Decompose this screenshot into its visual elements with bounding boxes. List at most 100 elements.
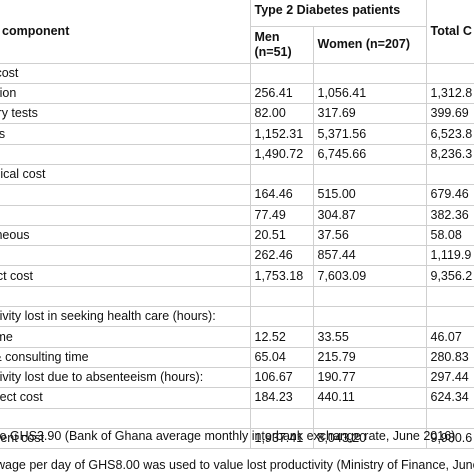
cell-women: 857.44 [312,245,426,267]
table-row: ductivity lost due to absenteeism (hours… [0,367,474,389]
cell-total [425,286,474,308]
cell-women: 317.69 [312,103,426,125]
cell-total: 46.07 [425,326,474,348]
row-label [0,286,250,308]
table-body: cal costultation256.411,056.411,312.8rat… [0,63,474,450]
cell-total: 679.46 [425,184,474,206]
cell-total [425,306,474,328]
cell-men: 1,152.31 [249,123,313,145]
footnote-1: to GHS3.90 (Bank of Ghana average monthl… [0,429,456,443]
cell-women: 7,603.09 [312,265,426,287]
table-row: ultation256.411,056.411,312.8 [0,83,474,105]
cell-men [249,306,313,328]
cell-men: 65.04 [249,347,313,368]
cell-total: 9,356.2 [425,265,474,287]
header-men-n: (n=51) [254,44,292,59]
cell-women: 8,043.20 [312,428,426,450]
cell-men: 1,937.41 [249,428,313,450]
cell-men [249,286,313,308]
header-component: component [0,0,250,64]
cell-women: 37.56 [312,225,426,247]
table-row [0,408,474,429]
table-row: ductivity lost in seeking health care (h… [0,306,474,328]
cell-total: 297.44 [425,367,474,389]
cell-total: 399.69 [425,103,474,125]
cell-women [312,286,426,308]
cell-women: 190.77 [312,367,426,389]
row-label: direct cost [0,265,250,287]
cell-total: 382.36 [425,205,474,226]
cell-women: 5,371.56 [312,123,426,145]
header-row-sex: Men (n=51) Women (n=207) [0,26,474,64]
table-row: 77.49 304.87 382.36 [0,205,474,226]
row-label [0,408,250,429]
cell-total: 280.83 [425,347,474,368]
footnote-2: wage per day of GHS8.00 was used to valu… [0,458,474,472]
cell-women: 304.87 [312,205,426,226]
cell-men: 262.46 [249,245,313,267]
table-row: cal cost [0,63,474,84]
row-label: gement cost [0,428,250,450]
row-label: ellaneous [0,225,250,247]
row-label: otal: [0,245,250,267]
table-row: otal:1,490.726,745.668,236.3 [0,144,474,165]
cost-table: component Type 2 Diabetes patients Total… [0,0,474,450]
cell-men [249,164,313,186]
cell-women: 1,056.41 [312,83,426,105]
table-row: cines1,152.315,371.566,523.8 [0,123,474,145]
cell-men: 256.41 [249,83,313,105]
row-label: ratory tests [0,103,250,125]
cell-women [312,63,426,84]
cell-men: 1,490.72 [249,144,313,165]
row-label: el [0,184,250,206]
table-row: medical cost [0,164,474,186]
row-label: otal: [0,144,250,165]
cell-total: 6,523.8 [425,123,474,145]
cell-men: 1,753.18 [249,265,313,287]
cell-women: 6,745.66 [312,144,426,165]
row-label [0,205,250,226]
cell-total: 1,119.9 [425,245,474,267]
cell-men: 77.49 [249,205,313,226]
row-label: ultation [0,83,250,105]
cell-men: 20.51 [249,225,313,247]
cell-women: 215.79 [312,347,426,368]
cell-women: 440.11 [312,387,426,409]
row-label: ductivity lost due to absenteeism (hours… [0,367,250,389]
cell-women: 33.55 [312,326,426,348]
cell-total [425,164,474,186]
cell-women [312,306,426,328]
cell-men: 106.67 [249,367,313,389]
header-men: Men (n=51) [249,26,313,64]
row-label: cines [0,123,250,145]
cell-men: 82.00 [249,103,313,125]
cell-men [249,408,313,429]
cell-women [312,408,426,429]
cell-women [312,164,426,186]
cell-men [249,63,313,84]
header-total: Total C [425,0,474,64]
header-row-group: component Type 2 Diabetes patients Total… [0,0,474,64]
cell-men: 164.46 [249,184,313,206]
header-patient-group: Type 2 Diabetes patients [249,0,426,27]
row-label: medical cost [0,164,250,186]
cell-total: 624.34 [425,387,474,409]
row-label: ductivity lost in seeking health care (h… [0,306,250,328]
table-row [0,286,474,308]
cell-women: 515.00 [312,184,426,206]
header-women: Women (n=207) [312,26,426,64]
row-label: ng & consulting time [0,347,250,368]
cell-total: 9,980.6 [425,428,474,450]
cell-total: 8,236.3 [425,144,474,165]
cell-total: 58.08 [425,225,474,247]
cell-total [425,63,474,84]
